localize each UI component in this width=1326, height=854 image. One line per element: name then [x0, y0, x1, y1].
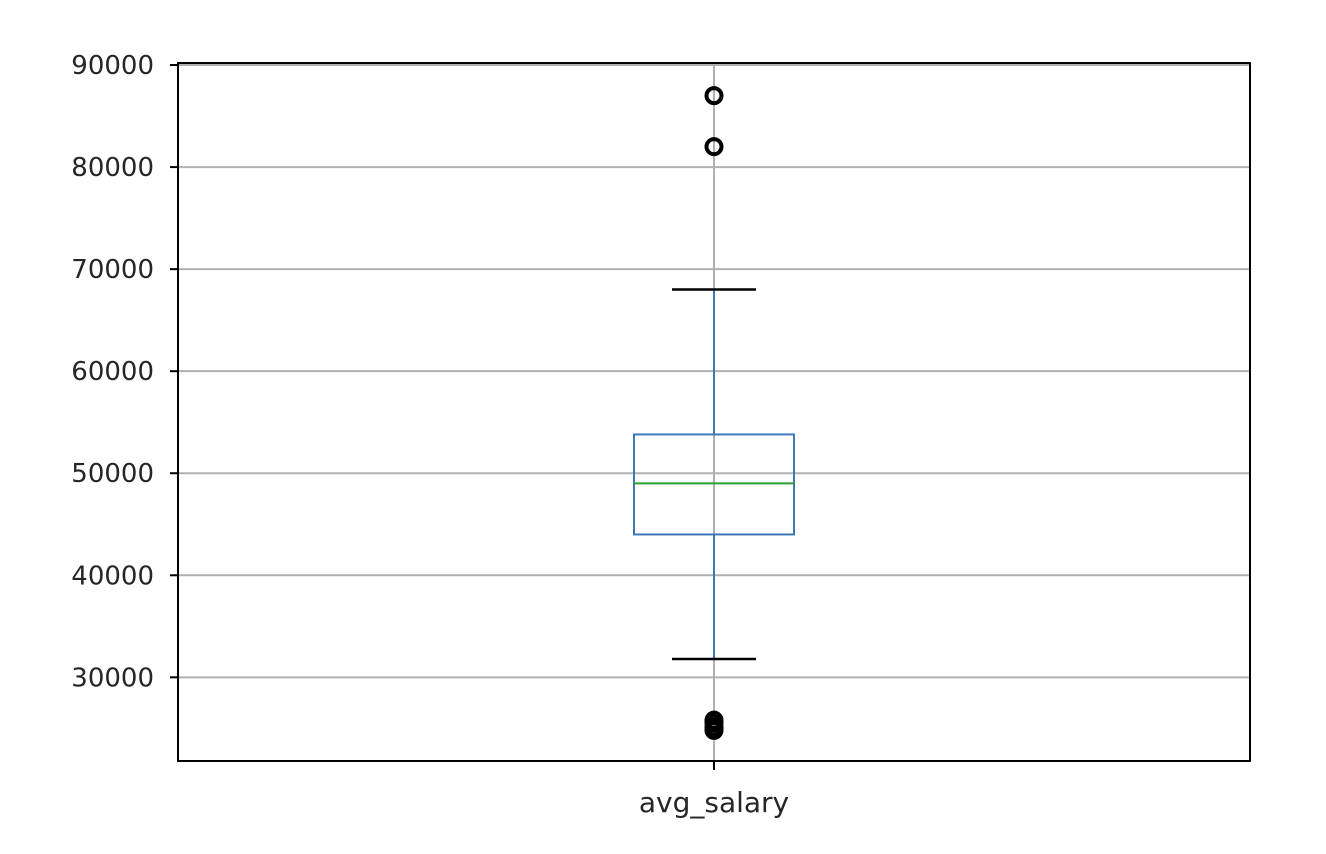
y-tick-label: 90000: [71, 51, 154, 81]
axes: 30000 40000 50000 60000 70000 80000 90000 avg_s…: [71, 51, 789, 819]
y-tick-label: 70000: [71, 255, 154, 285]
box-plot-marks: [633, 86, 795, 740]
y-tick-label: 80000: [71, 153, 154, 183]
y-tick-label: 50000: [71, 459, 154, 489]
outlier-point: [704, 86, 724, 106]
x-tick-label: avg_salary: [639, 786, 789, 819]
outlier-point: [704, 720, 724, 740]
iqr-box: [633, 433, 795, 536]
grid-lines: [178, 63, 1250, 761]
y-tick-label: 30000: [71, 663, 154, 693]
y-tick-label: 60000: [71, 357, 154, 387]
outlier-point: [704, 137, 724, 157]
y-tick-label: 40000: [71, 561, 154, 591]
